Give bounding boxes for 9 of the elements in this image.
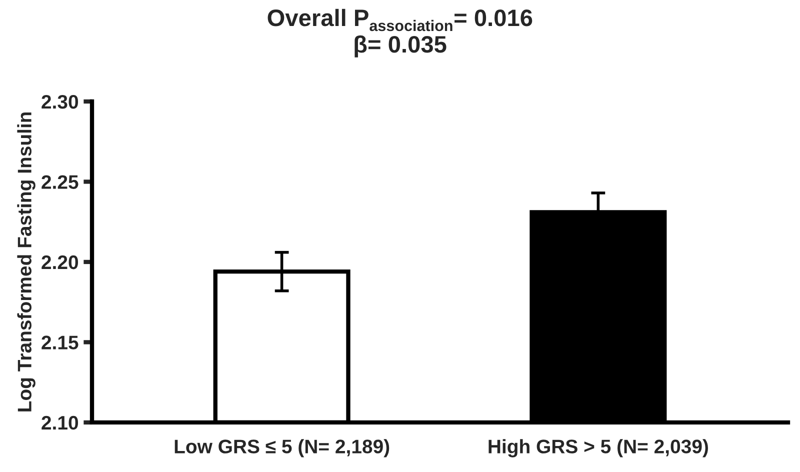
chart-subtitle: β= 0.035 xyxy=(354,35,446,58)
y-tick-label: 2.25 xyxy=(42,175,78,189)
y-tick-label: 2.15 xyxy=(42,336,78,350)
x-tick-label: High GRS > 5 (N= 2,039) xyxy=(488,439,708,458)
y-axis-title: Log Transformed Fasting Insulin xyxy=(17,112,36,412)
y-tick-label: 2.10 xyxy=(42,416,78,430)
y-tick-label: 2.20 xyxy=(42,255,78,270)
y-tick-label: 2.30 xyxy=(42,94,78,109)
x-tick-label: Low GRS ≤ 5 (N= 2,189) xyxy=(174,439,390,458)
